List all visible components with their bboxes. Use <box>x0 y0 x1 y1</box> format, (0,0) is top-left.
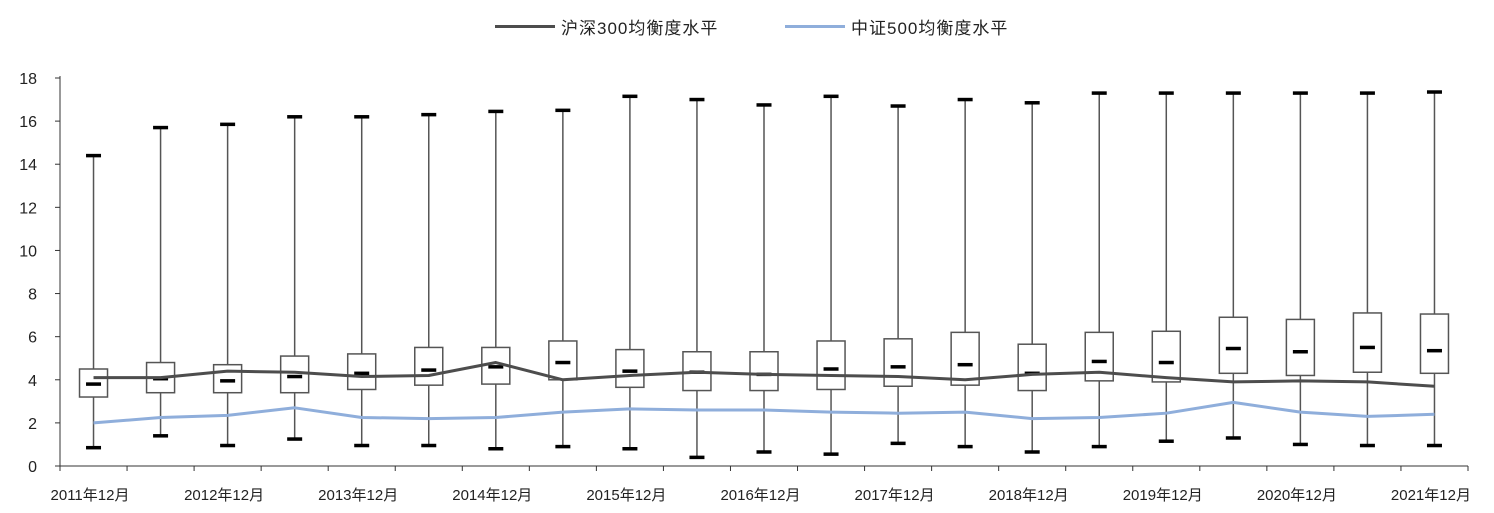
legend: 沪深300均衡度水平 中证500均衡度水平 <box>0 12 1494 40</box>
box-iqr <box>950 331 980 386</box>
box-iqr <box>1017 343 1047 392</box>
legend-swatch-zz500 <box>785 24 845 28</box>
box-iqr <box>212 363 243 394</box>
y-tick-label: 6 <box>28 330 37 347</box>
legend-label-hs300: 沪深300均衡度水平 <box>561 18 719 38</box>
y-tick-label: 16 <box>19 114 37 131</box>
box-iqr <box>1218 316 1249 375</box>
box-iqr <box>1352 312 1383 373</box>
x-tick-label: 2017年12月 <box>855 487 935 504</box>
legend-item-hs300: 沪深300均衡度水平 <box>495 12 718 40</box>
y-tick-label: 8 <box>28 287 37 304</box>
y-tick-label: 10 <box>19 243 37 260</box>
legend-item-zz500: 中证500均衡度水平 <box>785 12 1008 40</box>
legend-label-zz500: 中证500均衡度水平 <box>851 18 1009 38</box>
y-tick-label: 12 <box>19 200 37 217</box>
series-line-hs300 <box>93 361 1435 388</box>
x-tick-label: 2011年12月 <box>51 487 130 504</box>
y-tick-label: 0 <box>28 459 37 476</box>
box-iqr <box>414 346 444 386</box>
y-tick-label: 14 <box>19 157 37 174</box>
x-tick-label: 2015年12月 <box>586 487 666 504</box>
x-tick-label: 2021年12月 <box>1391 487 1471 504</box>
x-tick-label: 2018年12月 <box>989 487 1069 504</box>
y-tick-label: 4 <box>28 373 37 390</box>
y-tick-label: 18 <box>19 71 37 88</box>
box-iqr <box>615 348 645 389</box>
box-iqr <box>1419 313 1450 375</box>
x-tick-label: 2014年12月 <box>452 487 532 504</box>
series-line-zz500 <box>93 400 1435 425</box>
box-iqr <box>883 338 913 387</box>
box-iqr <box>548 340 578 381</box>
box-iqr <box>1285 318 1316 377</box>
box-iqr <box>279 355 310 394</box>
x-tick-label: 2016年12月 <box>720 487 800 504</box>
x-tick-label: 2019年12月 <box>1123 487 1203 504</box>
box-iqr <box>1151 330 1182 383</box>
legend-swatch-hs300 <box>495 24 555 28</box>
box-iqr <box>816 340 846 391</box>
box-iqr <box>78 368 109 398</box>
x-tick-label: 2020年12月 <box>1257 487 1337 504</box>
x-tick-label: 2012年12月 <box>184 487 264 504</box>
box-iqr <box>749 351 779 392</box>
y-tick-label: 2 <box>28 416 37 433</box>
x-tick-label: 2013年12月 <box>318 487 398 504</box>
